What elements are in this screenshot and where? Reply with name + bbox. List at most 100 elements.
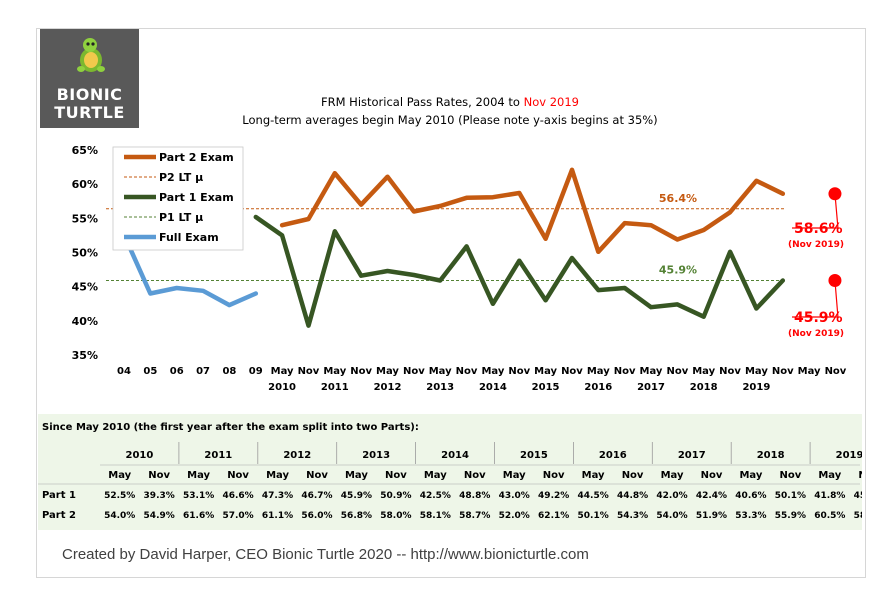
turtle-icon bbox=[77, 38, 105, 72]
table-cell: 44.8% bbox=[617, 491, 648, 501]
x-tick-label: Nov bbox=[350, 366, 372, 377]
table-cell: 47.3% bbox=[262, 491, 293, 501]
table-year-header: 2010 bbox=[126, 450, 154, 461]
table-session-header: May bbox=[582, 470, 605, 481]
table-cell: 54.9% bbox=[144, 511, 175, 521]
table-session-header: Nov bbox=[306, 470, 328, 481]
legend: Part 2 Exam P2 LT µ Part 1 Exam P1 LT µ Full… bbox=[112, 146, 244, 251]
x-tick-label: 07 bbox=[196, 366, 210, 377]
callout-date: (Nov 2019) bbox=[788, 329, 844, 339]
x-tick-label: May bbox=[798, 366, 821, 377]
table-cell: 58.7% bbox=[459, 511, 490, 521]
table-session-header: Nov bbox=[227, 470, 249, 481]
y-axis: 65% 60% 55% 50% 45% 40% 35% bbox=[72, 144, 98, 362]
table-year-header: 2017 bbox=[678, 450, 706, 461]
x-year-label: 2014 bbox=[479, 382, 507, 393]
table-cell: 46.7% bbox=[301, 491, 332, 501]
x-year-label: 2019 bbox=[742, 382, 770, 393]
x-tick-label: Nov bbox=[614, 366, 636, 377]
x-tick-label: Nov bbox=[298, 366, 320, 377]
table-cell: 61.1% bbox=[262, 511, 293, 521]
y-tick-label: 65% bbox=[72, 144, 98, 157]
x-tick-label: 08 bbox=[222, 366, 236, 377]
x-tick-label: Nov bbox=[561, 366, 583, 377]
table-cell: 56.8% bbox=[341, 511, 372, 521]
legend-label: Part 2 Exam bbox=[159, 151, 234, 164]
y-tick-label: 50% bbox=[72, 247, 98, 260]
table-cell: 60.5% bbox=[814, 511, 845, 521]
callout-leader bbox=[792, 280, 839, 318]
x-year-label: 2012 bbox=[374, 382, 402, 393]
x-tick-label: May bbox=[481, 366, 504, 377]
table-year-header: 2014 bbox=[441, 450, 469, 461]
bionic-turtle-logo: BIONIC TURTLE bbox=[40, 29, 139, 128]
table-cell: 42.0% bbox=[656, 491, 687, 501]
callout-date: (Nov 2019) bbox=[788, 240, 844, 250]
table-cell: 51.9% bbox=[696, 511, 727, 521]
series-full-exam bbox=[121, 232, 259, 308]
table-cell: 56.0% bbox=[301, 511, 332, 521]
table-cell: 58.6% bbox=[854, 511, 862, 521]
table-cell: 54.0% bbox=[104, 511, 135, 521]
table-session-header: Nov bbox=[858, 470, 862, 481]
table-cell: 62.1% bbox=[538, 511, 569, 521]
table-year-header: 2016 bbox=[599, 450, 627, 461]
x-year-label: 2013 bbox=[426, 382, 454, 393]
y-tick-label: 45% bbox=[72, 281, 98, 294]
pass-rate-table-grid: Since May 2010 (the first year after the… bbox=[38, 422, 885, 521]
ref-line-label: 45.9% bbox=[659, 264, 697, 277]
x-axis: 04 05 06 07 08 09 May Nov May Nov May Nov May Nov May N… bbox=[117, 366, 847, 393]
callout-value: 58.6% bbox=[794, 221, 843, 237]
table-cell: 53.1% bbox=[183, 491, 214, 501]
x-tick-label: 09 bbox=[249, 366, 263, 377]
table-session-header: Nov bbox=[701, 470, 723, 481]
table-cell: 46.6% bbox=[222, 491, 253, 501]
table-session-header: Nov bbox=[779, 470, 801, 481]
table-session-header: May bbox=[108, 470, 131, 481]
table-year-header: 2012 bbox=[283, 450, 311, 461]
table-session-header: Nov bbox=[543, 470, 565, 481]
x-tick-label: Nov bbox=[719, 366, 741, 377]
x-year-label: 2011 bbox=[321, 382, 349, 393]
table-cell: 41.8% bbox=[814, 491, 845, 501]
table-session-header: May bbox=[818, 470, 841, 481]
table-cell: 50.1% bbox=[775, 491, 806, 501]
table-cell: 44.5% bbox=[578, 491, 609, 501]
table-cell: 40.6% bbox=[735, 491, 766, 501]
table-session-header: May bbox=[187, 470, 210, 481]
x-tick-label: May bbox=[587, 366, 610, 377]
table-cell: 42.4% bbox=[696, 491, 727, 501]
x-year-label: 2018 bbox=[690, 382, 718, 393]
x-year-label: 2017 bbox=[637, 382, 665, 393]
x-tick-label: Nov bbox=[666, 366, 688, 377]
legend-label: P1 LT µ bbox=[159, 211, 203, 224]
table-session-header: May bbox=[345, 470, 368, 481]
table-cell: 45.9% bbox=[854, 491, 862, 501]
table-cell: 58.1% bbox=[420, 511, 451, 521]
table-cell: 54.3% bbox=[617, 511, 648, 521]
table-session-header: May bbox=[739, 470, 762, 481]
callout-point bbox=[828, 187, 842, 201]
table-session-header: May bbox=[266, 470, 289, 481]
ref-line-label: 56.4% bbox=[659, 192, 697, 205]
series-lines bbox=[121, 167, 786, 328]
table-cell: 42.5% bbox=[420, 491, 451, 501]
table-session-header: May bbox=[424, 470, 447, 481]
table-cell: 53.3% bbox=[735, 511, 766, 521]
x-tick-label: Nov bbox=[508, 366, 530, 377]
legend-label: Full Exam bbox=[159, 231, 219, 244]
callout-point bbox=[828, 274, 842, 288]
logo-text-line-1: BIONIC bbox=[56, 85, 123, 104]
table-session-header: Nov bbox=[148, 470, 170, 481]
table-cell: 39.3% bbox=[144, 491, 175, 501]
reference-lines: 56.4% 45.9% bbox=[106, 192, 786, 282]
pass-rate-table: Since May 2010 (the first year after the… bbox=[38, 414, 885, 530]
x-tick-label: Nov bbox=[456, 366, 478, 377]
x-tick-label: 06 bbox=[170, 366, 184, 377]
table-session-header: May bbox=[661, 470, 684, 481]
table-year-header: 2011 bbox=[204, 450, 232, 461]
table-year-header: 2019 bbox=[836, 450, 862, 461]
x-tick-label: May bbox=[323, 366, 346, 377]
y-tick-label: 35% bbox=[72, 349, 98, 362]
series-part-1-exam bbox=[253, 214, 786, 328]
